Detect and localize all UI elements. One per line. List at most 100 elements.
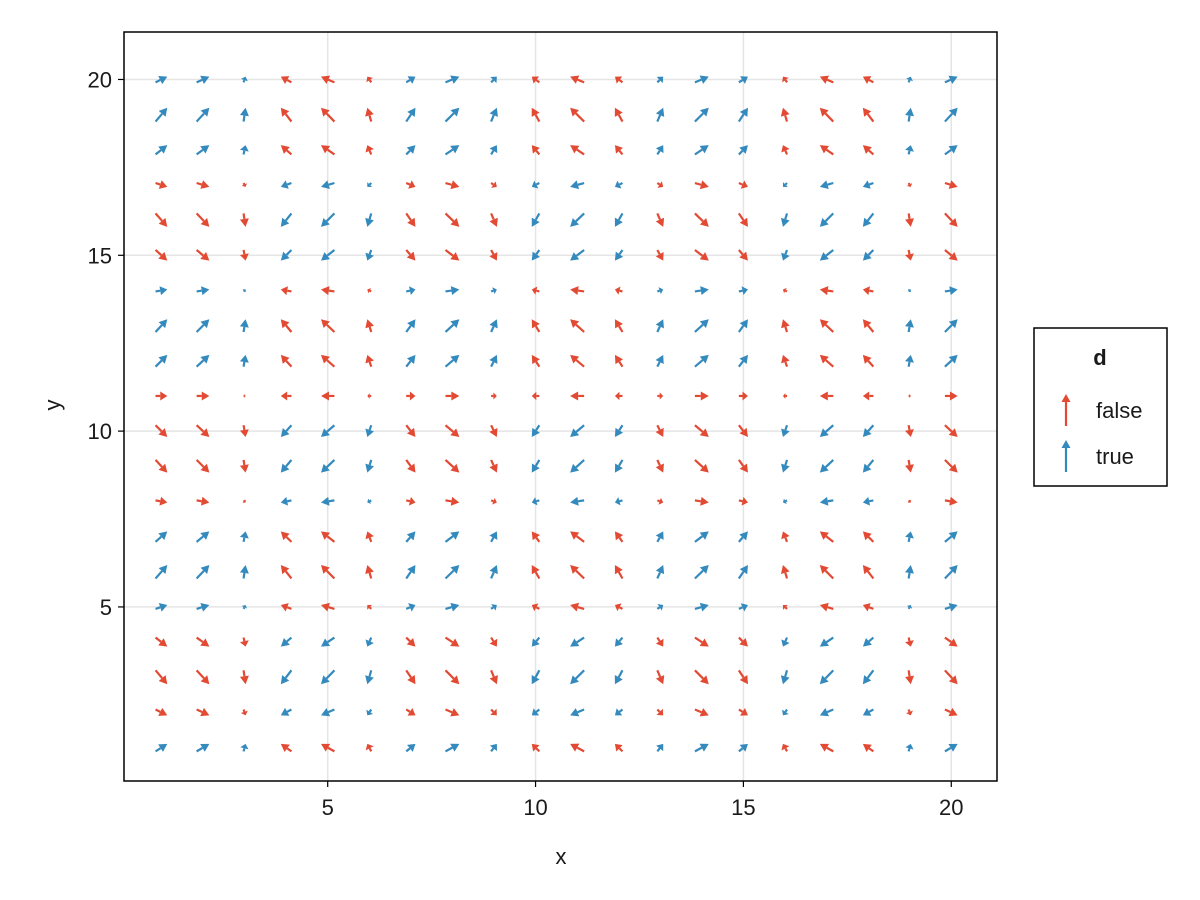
arrow-mark [906, 604, 913, 610]
arrow-mark [405, 145, 416, 156]
arrow-mark [862, 76, 874, 84]
arrow-mark [905, 637, 914, 647]
arrow-mark [905, 213, 914, 227]
arrow-mark [819, 424, 835, 437]
arrow-mark [155, 286, 168, 296]
arrow-mark [280, 669, 293, 685]
arrow-mark [781, 354, 790, 368]
arrow-mark [694, 212, 709, 227]
y-tick-label: 20 [88, 67, 112, 92]
arrow-mark [320, 743, 335, 753]
arrow-mark [738, 286, 748, 296]
arrow-mark [155, 180, 168, 189]
arrow-mark [489, 743, 497, 753]
arrow-mark [195, 669, 210, 685]
arrow-mark [239, 319, 249, 333]
arrow-mark [154, 459, 168, 473]
arrow-mark [445, 602, 460, 612]
arrow-mark [694, 708, 709, 717]
arrow-mark [405, 180, 416, 189]
arrow-mark [242, 288, 247, 293]
arrow-mark [195, 319, 210, 333]
arrow-mark [365, 565, 374, 579]
arrow-mark [862, 249, 875, 261]
arrow-mark [239, 107, 249, 122]
arrow-mark [819, 531, 834, 543]
arrow-mark [444, 565, 460, 580]
arrow-mark [280, 459, 293, 473]
arrow-mark [862, 603, 874, 612]
arrow-mark [944, 212, 958, 227]
legend-box [1033, 327, 1168, 487]
arrow-mark [444, 319, 460, 333]
arrow-mark [240, 709, 248, 716]
arrow-mark [819, 496, 834, 506]
arrow-mark [531, 212, 541, 227]
arrow-mark [489, 212, 498, 227]
arrow-mark [444, 743, 460, 753]
arrow-mark [365, 424, 374, 437]
arrow-mark [905, 531, 914, 543]
arrow-mark [782, 287, 788, 294]
arrow-mark [656, 76, 664, 84]
arrow-mark [738, 180, 748, 189]
arrow-mark [614, 212, 624, 227]
arrow-mark [490, 181, 497, 188]
arrow-mark [280, 145, 293, 156]
arrow-mark [944, 107, 958, 123]
arrow-mark [154, 249, 168, 261]
arrow-mark [944, 180, 958, 189]
arrow-mark [489, 531, 498, 543]
arrow-mark [819, 212, 835, 227]
arrow-mark [738, 603, 748, 612]
arrow-mark [195, 424, 210, 437]
arrow-mark [570, 565, 585, 580]
arrow-mark [195, 636, 210, 647]
arrow-mark [781, 459, 790, 473]
arrow-mark [694, 319, 709, 333]
y-tick-label: 15 [88, 243, 112, 268]
arrow-mark [280, 212, 293, 227]
arrow-mark [694, 496, 709, 506]
arrow-mark [445, 496, 460, 506]
arrow-mark [154, 107, 168, 123]
arrow-mark [694, 565, 709, 580]
arrow-mark [738, 531, 748, 543]
arrow-mark [614, 497, 623, 506]
arrow-mark [694, 531, 709, 543]
arrow-mark [155, 496, 168, 506]
arrow-mark [570, 708, 585, 717]
arrow-mark [154, 669, 168, 685]
arrow-mark [196, 496, 210, 506]
axis-ticks: 5 10 15 20 5 10 15 20 [88, 67, 964, 820]
arrow-mark [907, 499, 912, 504]
arrow-mark [280, 496, 292, 506]
arrow-mark [444, 669, 460, 685]
arrow-mark [694, 145, 709, 156]
arrow-mark [155, 707, 168, 716]
arrow-mark [405, 76, 416, 84]
arrow-mark [531, 636, 541, 647]
arrow-mark [239, 425, 249, 437]
arrow-mark [280, 707, 292, 716]
arrow-mark [280, 565, 293, 580]
arrow-mark [280, 76, 292, 85]
arrow-mark [196, 286, 210, 296]
arrow-mark [570, 145, 585, 156]
arrow-mark [655, 459, 664, 473]
arrow-mark [489, 459, 498, 473]
arrow-mark [614, 565, 624, 580]
arrow-mark [365, 743, 374, 752]
arrow-mark [614, 603, 623, 612]
arrow-mark [489, 424, 498, 437]
arrow-mark [196, 75, 210, 84]
arrow-mark [531, 107, 541, 123]
legend-label-true: true [1096, 444, 1134, 469]
arrow-mark [570, 286, 585, 296]
arrow-mark [195, 212, 210, 227]
arrow-mark [367, 498, 372, 504]
arrow-mark [445, 391, 460, 401]
arrow-mark [655, 145, 664, 156]
arrow-mark [491, 392, 497, 400]
